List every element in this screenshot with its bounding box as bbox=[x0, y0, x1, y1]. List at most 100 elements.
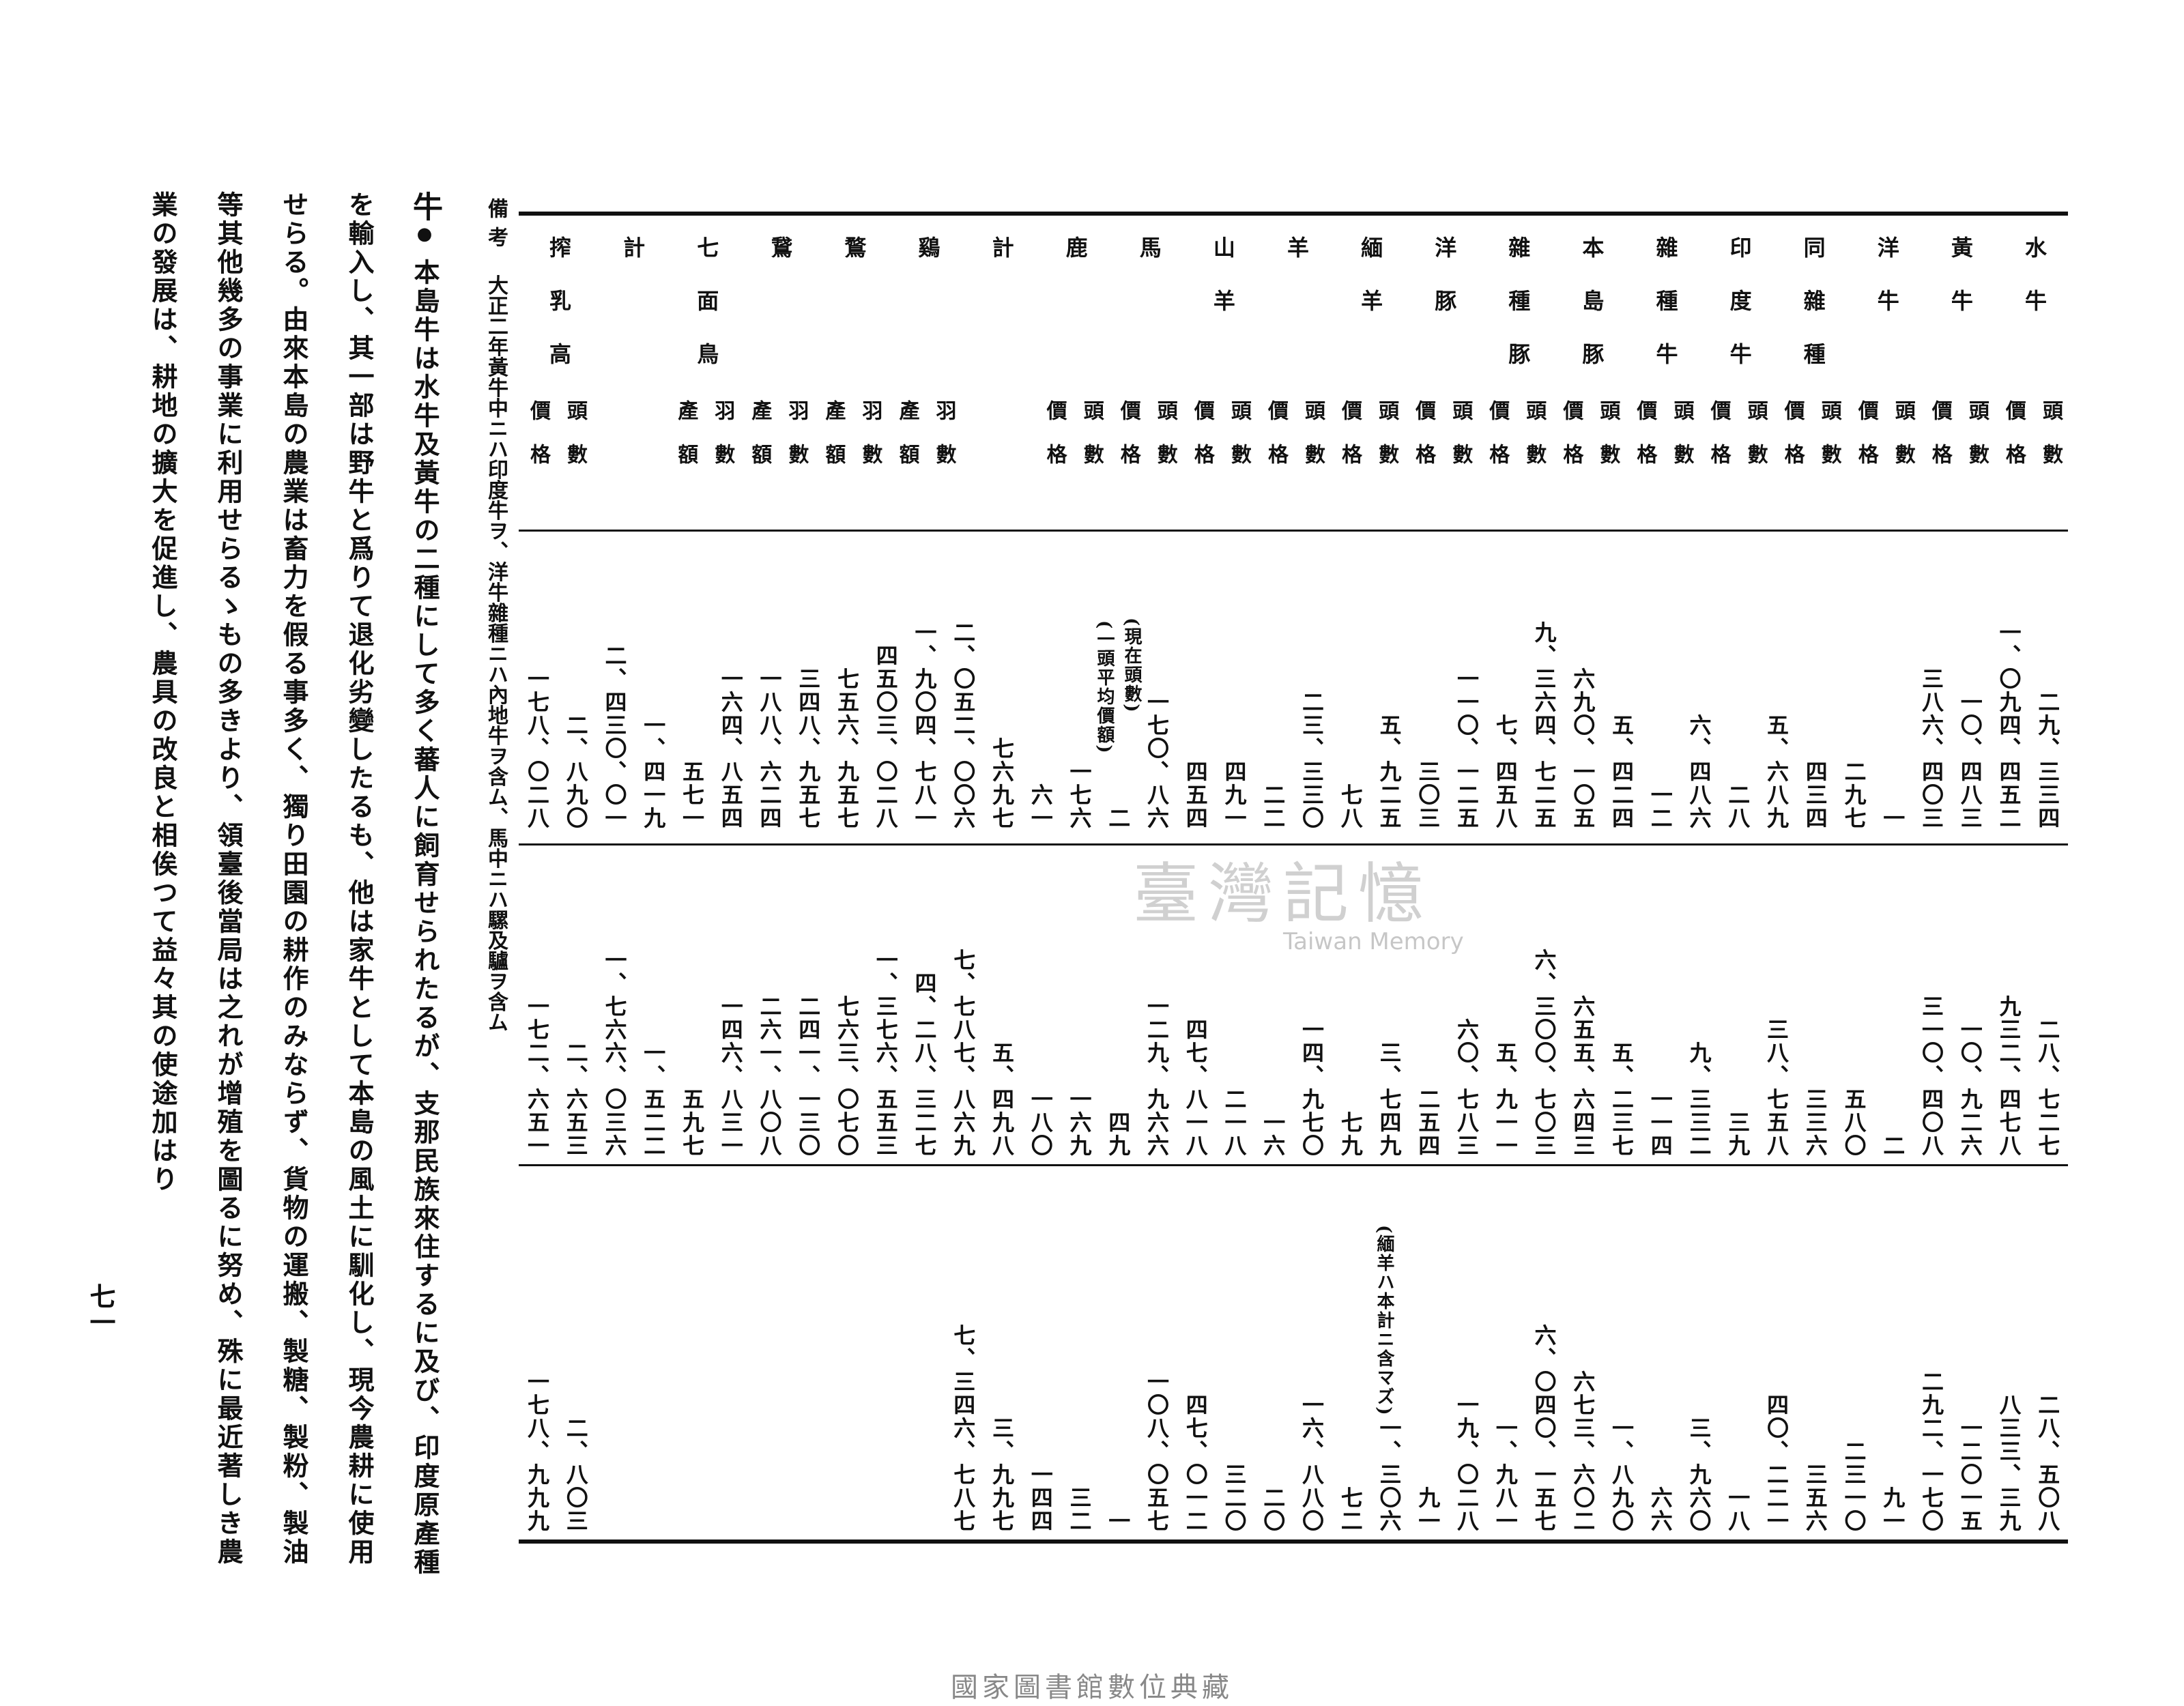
column-subheader: 價格 bbox=[1633, 400, 1657, 487]
column-header: 計 bbox=[988, 236, 1015, 289]
table-cell: 一六 bbox=[1260, 1111, 1287, 1157]
table-cell: 二 bbox=[1105, 807, 1132, 830]
table-cell: 二五四 bbox=[1415, 1088, 1441, 1157]
table-cell: 二、四三〇、〇一 bbox=[601, 644, 628, 830]
table-cell: 四七、八一八 bbox=[1182, 1018, 1209, 1157]
table-cell: 二八 bbox=[1725, 783, 1751, 830]
table-cell: 一、四一九 bbox=[640, 714, 667, 830]
column-header: 印度牛 bbox=[1726, 236, 1753, 396]
column-header: 山羊 bbox=[1209, 236, 1236, 343]
column-header: 洋牛 bbox=[1873, 236, 1900, 343]
column-subheader: 價格 bbox=[526, 400, 550, 487]
table-cell: 一、八九〇 bbox=[1609, 1417, 1635, 1533]
table-cell: 一〇八、〇五七 bbox=[1144, 1370, 1170, 1533]
column-subheader: 頭數 bbox=[2038, 400, 2063, 487]
column-subheader: 價格 bbox=[1927, 400, 1952, 487]
table-cell: 九三二、四七八 bbox=[1996, 995, 2022, 1157]
table-note: (緬羊ハ本計ニ含マズ) bbox=[1374, 1225, 1394, 1417]
table-rule bbox=[519, 843, 2068, 845]
column-subheader: 頭數 bbox=[1964, 400, 1989, 487]
column-header: 馬 bbox=[1136, 236, 1162, 289]
table-cell: 二三一〇 bbox=[1841, 1440, 1867, 1533]
table-cell: 一八 bbox=[1725, 1486, 1751, 1533]
column-subheader: 頭數 bbox=[563, 400, 588, 487]
column-subheader: 頭數 bbox=[1448, 400, 1473, 487]
column-subheader: 頭數 bbox=[1301, 400, 1325, 487]
column-header: 雜種豚 bbox=[1505, 236, 1532, 396]
column-header: 搾乳高 bbox=[546, 236, 573, 396]
table-cell: 五九七 bbox=[679, 1088, 705, 1157]
table-cell: 九一 bbox=[1415, 1486, 1441, 1533]
column-subheader: 價格 bbox=[1485, 400, 1510, 487]
page-number: 七一 bbox=[85, 1283, 116, 1335]
column-subheader: 頭數 bbox=[1669, 400, 1694, 487]
table-cell: 六六 bbox=[1647, 1486, 1673, 1533]
column-header: 鹿 bbox=[1062, 236, 1089, 289]
table-cell: 八三三、三九 bbox=[1996, 1393, 2022, 1533]
table-cell: 九、三六四、七二五 bbox=[1531, 621, 1557, 830]
table-cell: 一 bbox=[1105, 1509, 1132, 1533]
column-subheader: 頭數 bbox=[1817, 400, 1841, 487]
column-header: 洋豚 bbox=[1431, 236, 1458, 343]
table-cell: 一〇、四八三 bbox=[1957, 691, 1983, 830]
table-cell: 二、八〇三 bbox=[562, 1417, 589, 1533]
column-subheader: 頭數 bbox=[1153, 400, 1177, 487]
table-cell: 一、三七六、五五三 bbox=[872, 949, 899, 1157]
table-cell: 二四一、一三〇 bbox=[795, 995, 822, 1157]
column-subheader: 產額 bbox=[895, 400, 919, 487]
table-cell: 四、二八、三二七 bbox=[911, 972, 938, 1157]
table-cell: 一、五二二 bbox=[640, 1041, 667, 1157]
table-cell: 一〇、九二六 bbox=[1957, 1018, 1983, 1157]
table-cell: 一四、九七〇 bbox=[1299, 1018, 1325, 1157]
table-cell: 六、四八六 bbox=[1686, 714, 1712, 830]
table-cell: 三一〇、四〇八 bbox=[1919, 995, 1944, 1157]
column-subheader: 頭數 bbox=[1226, 400, 1251, 487]
table-cell: 六一 bbox=[1027, 783, 1054, 830]
table-cell: 一七八、〇二八 bbox=[524, 667, 550, 830]
table-cell: 三四八、九五七 bbox=[795, 667, 822, 830]
table-cell: 七二 bbox=[1337, 1486, 1364, 1533]
table-cell: 一、〇九四、四五二 bbox=[1996, 621, 2022, 830]
column-subheader: 價格 bbox=[1263, 400, 1288, 487]
table-cell: 二九七 bbox=[1841, 760, 1867, 830]
table-rule bbox=[519, 1164, 2068, 1166]
watermark-title: 臺灣記憶 bbox=[1133, 856, 1433, 932]
table-cell: 七、四五八 bbox=[1492, 714, 1519, 830]
column-subheader: 羽數 bbox=[858, 400, 882, 487]
column-header: 黃牛 bbox=[1947, 236, 1974, 343]
table-cell: 五、九二五 bbox=[1376, 714, 1403, 830]
column-header: 鷄 bbox=[915, 236, 941, 289]
column-subheader: 價格 bbox=[1706, 400, 1731, 487]
table-cell: 五、四二四 bbox=[1609, 714, 1635, 830]
column-subheader: 羽數 bbox=[784, 400, 809, 487]
table-cell: 四五〇三、〇二八 bbox=[872, 644, 899, 830]
table-cell: 一四四 bbox=[1027, 1463, 1054, 1533]
table-cell: 二、六五三 bbox=[562, 1041, 589, 1157]
table-cell: 七九 bbox=[1337, 1111, 1364, 1157]
column-subheader: 羽數 bbox=[710, 400, 735, 487]
column-subheader: 價格 bbox=[1559, 400, 1583, 487]
table-cell: 七六九七 bbox=[989, 737, 1015, 830]
column-subheader: 價格 bbox=[2001, 400, 2026, 487]
table-cell: 二六一、八〇八 bbox=[756, 995, 783, 1157]
column-subheader: 頭數 bbox=[1596, 400, 1620, 487]
table-cell: 一七〇、八六 bbox=[1144, 691, 1170, 830]
remark-label: 備考 bbox=[484, 198, 508, 255]
table-cell: 一七八、九九九 bbox=[524, 1370, 550, 1533]
table-cell: 七、七八七、八六九 bbox=[950, 949, 977, 1157]
table-cell: 一、三〇六 bbox=[1376, 1417, 1403, 1533]
table-cell: 七、三四六、七八七 bbox=[950, 1324, 977, 1533]
column-subheader: 頭數 bbox=[1891, 400, 1915, 487]
table-cell: 五七一 bbox=[679, 760, 705, 830]
table-cell: 五、四九八 bbox=[989, 1041, 1015, 1157]
table-cell: 一四六、八三一 bbox=[717, 995, 744, 1157]
table-cell: 四五四 bbox=[1182, 760, 1209, 830]
column-subheader: 價格 bbox=[1411, 400, 1436, 487]
table-cell: 一、七六六、〇三六 bbox=[601, 949, 628, 1157]
table-cell: 二九、三三四 bbox=[2035, 691, 2061, 830]
table-cell: 一、九八一 bbox=[1492, 1417, 1519, 1533]
table-cell: 一二九、九六六 bbox=[1144, 995, 1170, 1157]
table-cell: 九一 bbox=[1880, 1486, 1906, 1533]
table-cell: 二三、三三〇 bbox=[1299, 691, 1325, 830]
table-cell: 五、九一一 bbox=[1492, 1041, 1519, 1157]
